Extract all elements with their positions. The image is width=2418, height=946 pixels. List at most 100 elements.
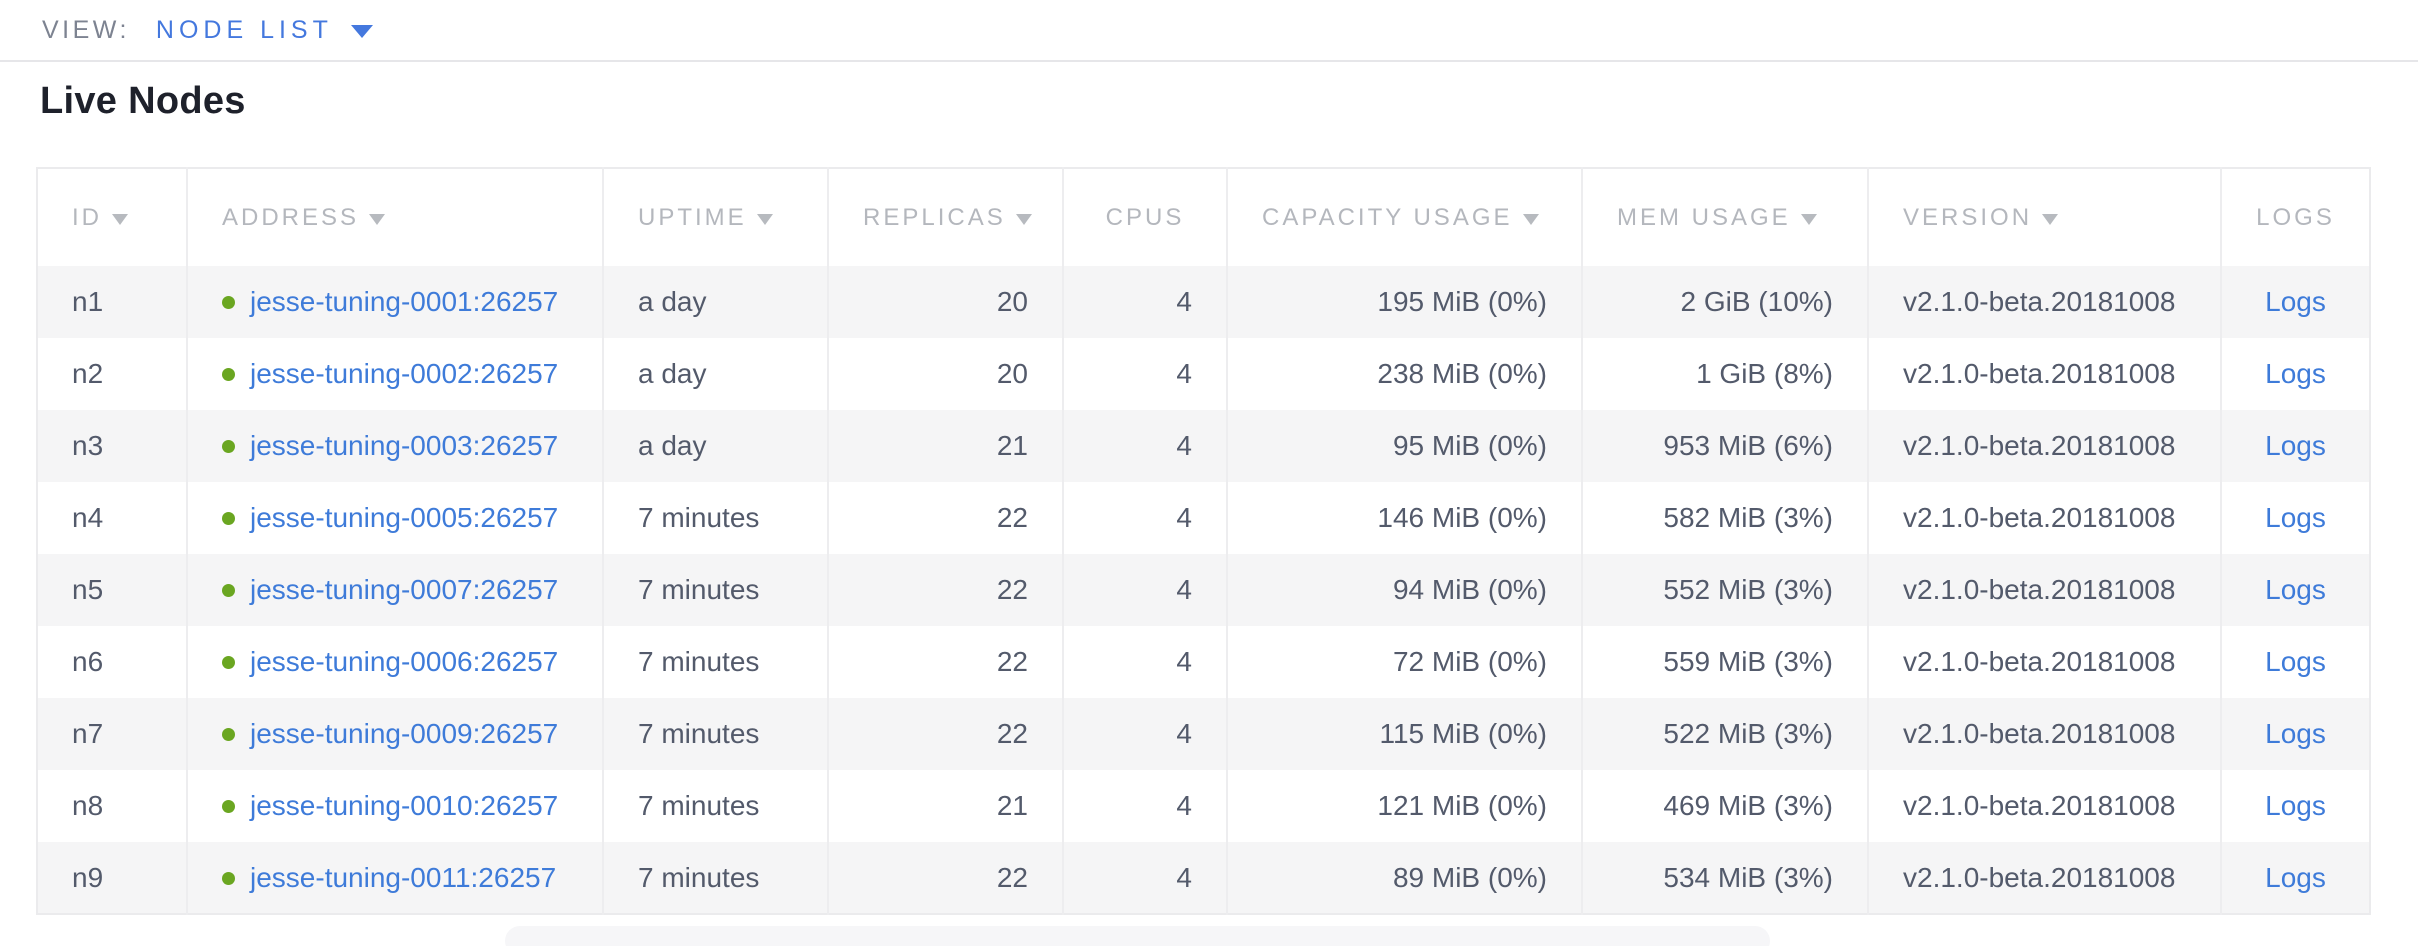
- logs-link[interactable]: Logs: [2265, 718, 2326, 749]
- cell-uptime: 7 minutes: [603, 770, 829, 842]
- cell-capacity: 89 MiB (0%): [1227, 842, 1583, 914]
- cell-capacity: 72 MiB (0%): [1227, 626, 1583, 698]
- cell-address: jesse-tuning-0009:26257: [187, 698, 604, 770]
- column-header-label: LOGS: [2256, 203, 2335, 231]
- column-header-address[interactable]: ADDRESS: [187, 168, 604, 266]
- node-live-status-icon: [222, 871, 235, 885]
- cell-logs: Logs: [2221, 770, 2370, 842]
- table-row: n2 jesse-tuning-0002:26257 a day 20 4 238 MiB…: [37, 338, 2370, 410]
- cell-mem: 582 MiB (3%): [1582, 482, 1869, 554]
- cell-id: n1: [37, 266, 188, 338]
- column-header-capacity[interactable]: CAPACITY USAGE: [1227, 168, 1583, 266]
- cell-uptime: a day: [603, 266, 829, 338]
- logs-link[interactable]: Logs: [2265, 430, 2326, 461]
- node-address-link[interactable]: jesse-tuning-0003:26257: [250, 430, 559, 461]
- cell-id: n4: [37, 482, 188, 554]
- logs-link[interactable]: Logs: [2265, 574, 2326, 605]
- cell-cpus: 4: [1063, 842, 1228, 914]
- cell-cpus: 4: [1063, 770, 1228, 842]
- cell-version: v2.1.0-beta.20181008: [1868, 338, 2222, 410]
- column-header-mem[interactable]: MEM USAGE: [1582, 168, 1869, 266]
- sort-arrow-icon: [1800, 213, 1817, 225]
- node-live-status-icon: [222, 800, 235, 813]
- cell-id: n8: [37, 770, 188, 842]
- cell-logs: Logs: [2221, 338, 2370, 410]
- node-address-link[interactable]: jesse-tuning-0002:26257: [250, 358, 559, 389]
- node-address-link[interactable]: jesse-tuning-0005:26257: [250, 502, 559, 533]
- cell-replicas: 20: [828, 338, 1064, 410]
- column-header-label: REPLICAS: [863, 203, 1006, 231]
- cell-mem: 469 MiB (3%): [1582, 770, 1869, 842]
- cell-logs: Logs: [2221, 266, 2370, 338]
- node-address-link[interactable]: jesse-tuning-0001:26257: [250, 286, 559, 317]
- cell-mem: 522 MiB (3%): [1582, 698, 1869, 770]
- column-header-replicas[interactable]: REPLICAS: [828, 168, 1064, 266]
- table-row: n8 jesse-tuning-0010:26257 7 minutes 21 4 121…: [37, 770, 2370, 842]
- cell-replicas: 22: [828, 842, 1064, 914]
- cell-cpus: 4: [1063, 266, 1228, 338]
- column-header-uptime[interactable]: UPTIME: [603, 168, 829, 266]
- node-address-link[interactable]: jesse-tuning-0009:26257: [250, 718, 559, 749]
- column-header-label: ADDRESS: [222, 203, 360, 231]
- sort-arrow-icon: [1522, 213, 1539, 225]
- node-address-link[interactable]: jesse-tuning-0010:26257: [250, 790, 559, 821]
- node-live-status-icon: [222, 656, 235, 669]
- cell-address: jesse-tuning-0011:26257: [187, 842, 604, 914]
- cell-address: jesse-tuning-0001:26257: [187, 266, 604, 338]
- node-live-status-icon: [222, 584, 235, 597]
- logs-link[interactable]: Logs: [2265, 502, 2326, 533]
- column-header-label: VERSION: [1903, 203, 2033, 231]
- cell-logs: Logs: [2221, 410, 2370, 482]
- next-panel-edge: [505, 926, 1770, 946]
- cell-cpus: 4: [1063, 338, 1228, 410]
- view-select-dropdown[interactable]: NODE LIST: [156, 16, 373, 45]
- node-live-status-icon: [222, 440, 235, 453]
- cell-mem: 552 MiB (3%): [1582, 554, 1869, 626]
- logs-link[interactable]: Logs: [2265, 646, 2326, 677]
- node-live-status-icon: [222, 368, 235, 381]
- cell-mem: 1 GiB (8%): [1582, 338, 1869, 410]
- cell-version: v2.1.0-beta.20181008: [1868, 626, 2222, 698]
- logs-link[interactable]: Logs: [2265, 861, 2326, 893]
- cell-id: n9: [37, 842, 188, 914]
- cell-uptime: 7 minutes: [603, 554, 829, 626]
- column-header-version[interactable]: VERSION: [1868, 168, 2222, 266]
- cell-address: jesse-tuning-0007:26257: [187, 554, 604, 626]
- logs-link[interactable]: Logs: [2265, 790, 2326, 821]
- node-live-status-icon: [222, 296, 235, 309]
- cell-uptime: a day: [603, 338, 829, 410]
- cell-capacity: 94 MiB (0%): [1227, 554, 1583, 626]
- column-header-id[interactable]: ID: [37, 168, 188, 266]
- cell-logs: Logs: [2221, 842, 2370, 914]
- cell-uptime: 7 minutes: [603, 626, 829, 698]
- cell-capacity: 115 MiB (0%): [1227, 698, 1583, 770]
- cell-version: v2.1.0-beta.20181008: [1868, 410, 2222, 482]
- cell-cpus: 4: [1063, 554, 1228, 626]
- cell-mem: 534 MiB (3%): [1582, 842, 1869, 914]
- table-row: n5 jesse-tuning-0007:26257 7 minutes 22 4 94 …: [37, 554, 2370, 626]
- cell-version: v2.1.0-beta.20181008: [1868, 698, 2222, 770]
- cell-address: jesse-tuning-0010:26257: [187, 770, 604, 842]
- cell-logs: Logs: [2221, 482, 2370, 554]
- logs-link[interactable]: Logs: [2265, 358, 2326, 389]
- cell-address: jesse-tuning-0003:26257: [187, 410, 604, 482]
- cell-id: n6: [37, 626, 188, 698]
- node-address-link[interactable]: jesse-tuning-0011:26257: [250, 861, 557, 893]
- cell-mem: 559 MiB (3%): [1582, 626, 1869, 698]
- cell-id: n5: [37, 554, 188, 626]
- cell-capacity: 238 MiB (0%): [1227, 338, 1583, 410]
- table-row: n3 jesse-tuning-0003:26257 a day 21 4 95 MiB …: [37, 410, 2370, 482]
- cell-replicas: 21: [828, 770, 1064, 842]
- cell-version: v2.1.0-beta.20181008: [1868, 770, 2222, 842]
- live-nodes-table: ID ADDRESS UPTIME REPLICAS CPUS CAPACITY USAG…: [36, 167, 2371, 915]
- node-address-link[interactable]: jesse-tuning-0007:26257: [250, 574, 559, 605]
- column-header-label: ID: [72, 203, 102, 231]
- node-address-link[interactable]: jesse-tuning-0006:26257: [250, 646, 559, 677]
- live-nodes-table-wrap: ID ADDRESS UPTIME REPLICAS CPUS CAPACITY USAG…: [36, 167, 2371, 915]
- logs-link[interactable]: Logs: [2265, 286, 2326, 317]
- view-label: VIEW:: [42, 15, 130, 44]
- table-row: n7 jesse-tuning-0009:26257 7 minutes 22 4 115…: [37, 698, 2370, 770]
- cell-id: n7: [37, 698, 188, 770]
- cell-replicas: 21: [828, 410, 1064, 482]
- cell-uptime: a day: [603, 410, 829, 482]
